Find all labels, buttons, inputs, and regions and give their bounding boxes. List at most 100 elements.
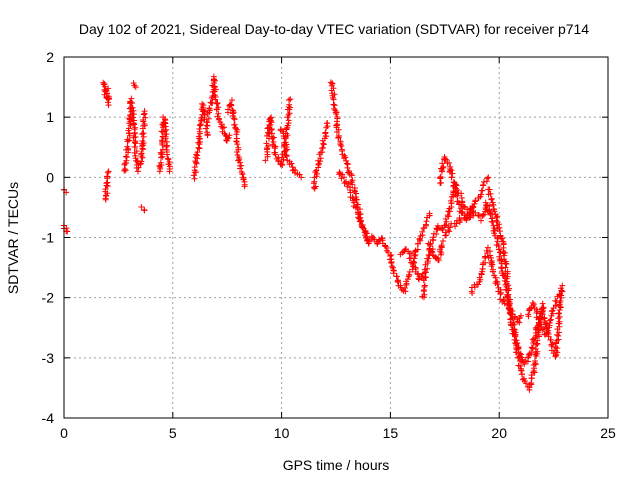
- data-point: [363, 233, 370, 240]
- data-point: [556, 313, 563, 320]
- data-point: [164, 155, 171, 162]
- data-point: [539, 311, 546, 318]
- data-point: [458, 190, 465, 197]
- data-point: [337, 141, 344, 148]
- data-point: [553, 348, 560, 355]
- data-point: [164, 151, 171, 158]
- data-point: [206, 105, 213, 112]
- data-point: [529, 345, 536, 352]
- data-point: [422, 221, 429, 228]
- data-point: [269, 135, 276, 142]
- data-point: [421, 282, 428, 289]
- data-point: [500, 297, 507, 304]
- data-point: [341, 174, 348, 181]
- data-point: [414, 246, 421, 253]
- data-point: [517, 312, 524, 319]
- data-point: [543, 330, 550, 337]
- data-point: [452, 192, 459, 199]
- data-point: [158, 137, 165, 144]
- x-tick-label: 0: [60, 425, 68, 441]
- data-point: [344, 164, 351, 171]
- data-point: [512, 349, 519, 356]
- data-point: [196, 125, 203, 132]
- data-point: [491, 227, 498, 234]
- data-point: [322, 129, 329, 136]
- data-point: [324, 120, 331, 127]
- data-point: [491, 230, 498, 237]
- data-point: [406, 272, 413, 279]
- data-point: [547, 337, 554, 344]
- data-point: [195, 133, 202, 140]
- data-point: [224, 135, 231, 142]
- data-point: [285, 117, 292, 124]
- data-point: [504, 294, 511, 301]
- data-point: [132, 140, 139, 147]
- y-tick-label: -4: [42, 410, 55, 426]
- data-point: [525, 354, 532, 361]
- data-point: [518, 371, 525, 378]
- data-point: [349, 194, 356, 201]
- data-point: [162, 135, 169, 142]
- data-point: [445, 213, 452, 220]
- data-point: [285, 97, 292, 104]
- data-point: [241, 183, 248, 190]
- data-point: [210, 80, 217, 87]
- data-point: [138, 203, 145, 210]
- y-tick-label: 0: [46, 169, 54, 185]
- data-point: [388, 259, 395, 266]
- data-point: [194, 149, 201, 156]
- data-point: [500, 272, 507, 279]
- data-point: [497, 291, 504, 298]
- data-point: [559, 282, 566, 289]
- data-point: [406, 268, 413, 275]
- data-point: [480, 182, 487, 189]
- data-point: [454, 192, 461, 199]
- data-point: [298, 174, 305, 181]
- data-point: [503, 286, 510, 293]
- data-point: [424, 265, 431, 272]
- data-point: [452, 184, 459, 191]
- data-point: [338, 175, 345, 182]
- data-point: [134, 168, 141, 175]
- data-point: [231, 116, 238, 123]
- data-point: [476, 274, 483, 281]
- data-point: [559, 288, 566, 295]
- data-point: [457, 205, 464, 212]
- x-tick-label: 5: [169, 425, 177, 441]
- data-point: [287, 104, 294, 111]
- data-point: [491, 208, 498, 215]
- axis-ticks: [63, 56, 609, 419]
- data-point: [482, 202, 489, 209]
- data-point: [356, 206, 363, 213]
- x-tick-label: 20: [491, 425, 507, 441]
- data-point: [333, 111, 340, 118]
- data-point: [352, 204, 359, 211]
- data-point: [101, 81, 108, 88]
- data-point: [487, 190, 494, 197]
- data-point: [230, 115, 237, 122]
- data-point: [512, 332, 519, 339]
- data-point: [237, 165, 244, 172]
- data-point: [419, 228, 426, 235]
- data-point: [536, 315, 543, 322]
- data-point: [280, 133, 287, 140]
- data-point: [320, 141, 327, 148]
- data-point: [141, 108, 148, 115]
- data-point: [233, 138, 240, 145]
- data-point: [495, 246, 502, 253]
- data-point: [128, 100, 135, 107]
- data-point: [224, 106, 231, 113]
- data-point: [279, 162, 286, 169]
- data-point: [480, 211, 487, 218]
- data-point: [487, 210, 494, 217]
- data-point: [549, 307, 556, 314]
- data-point: [556, 292, 563, 299]
- data-point: [448, 193, 455, 200]
- data-point: [456, 201, 463, 208]
- data-point: [479, 212, 486, 219]
- data-point: [138, 150, 145, 157]
- data-point: [124, 143, 131, 150]
- data-point: [545, 333, 552, 340]
- data-point: [131, 82, 138, 89]
- data-point: [204, 122, 211, 129]
